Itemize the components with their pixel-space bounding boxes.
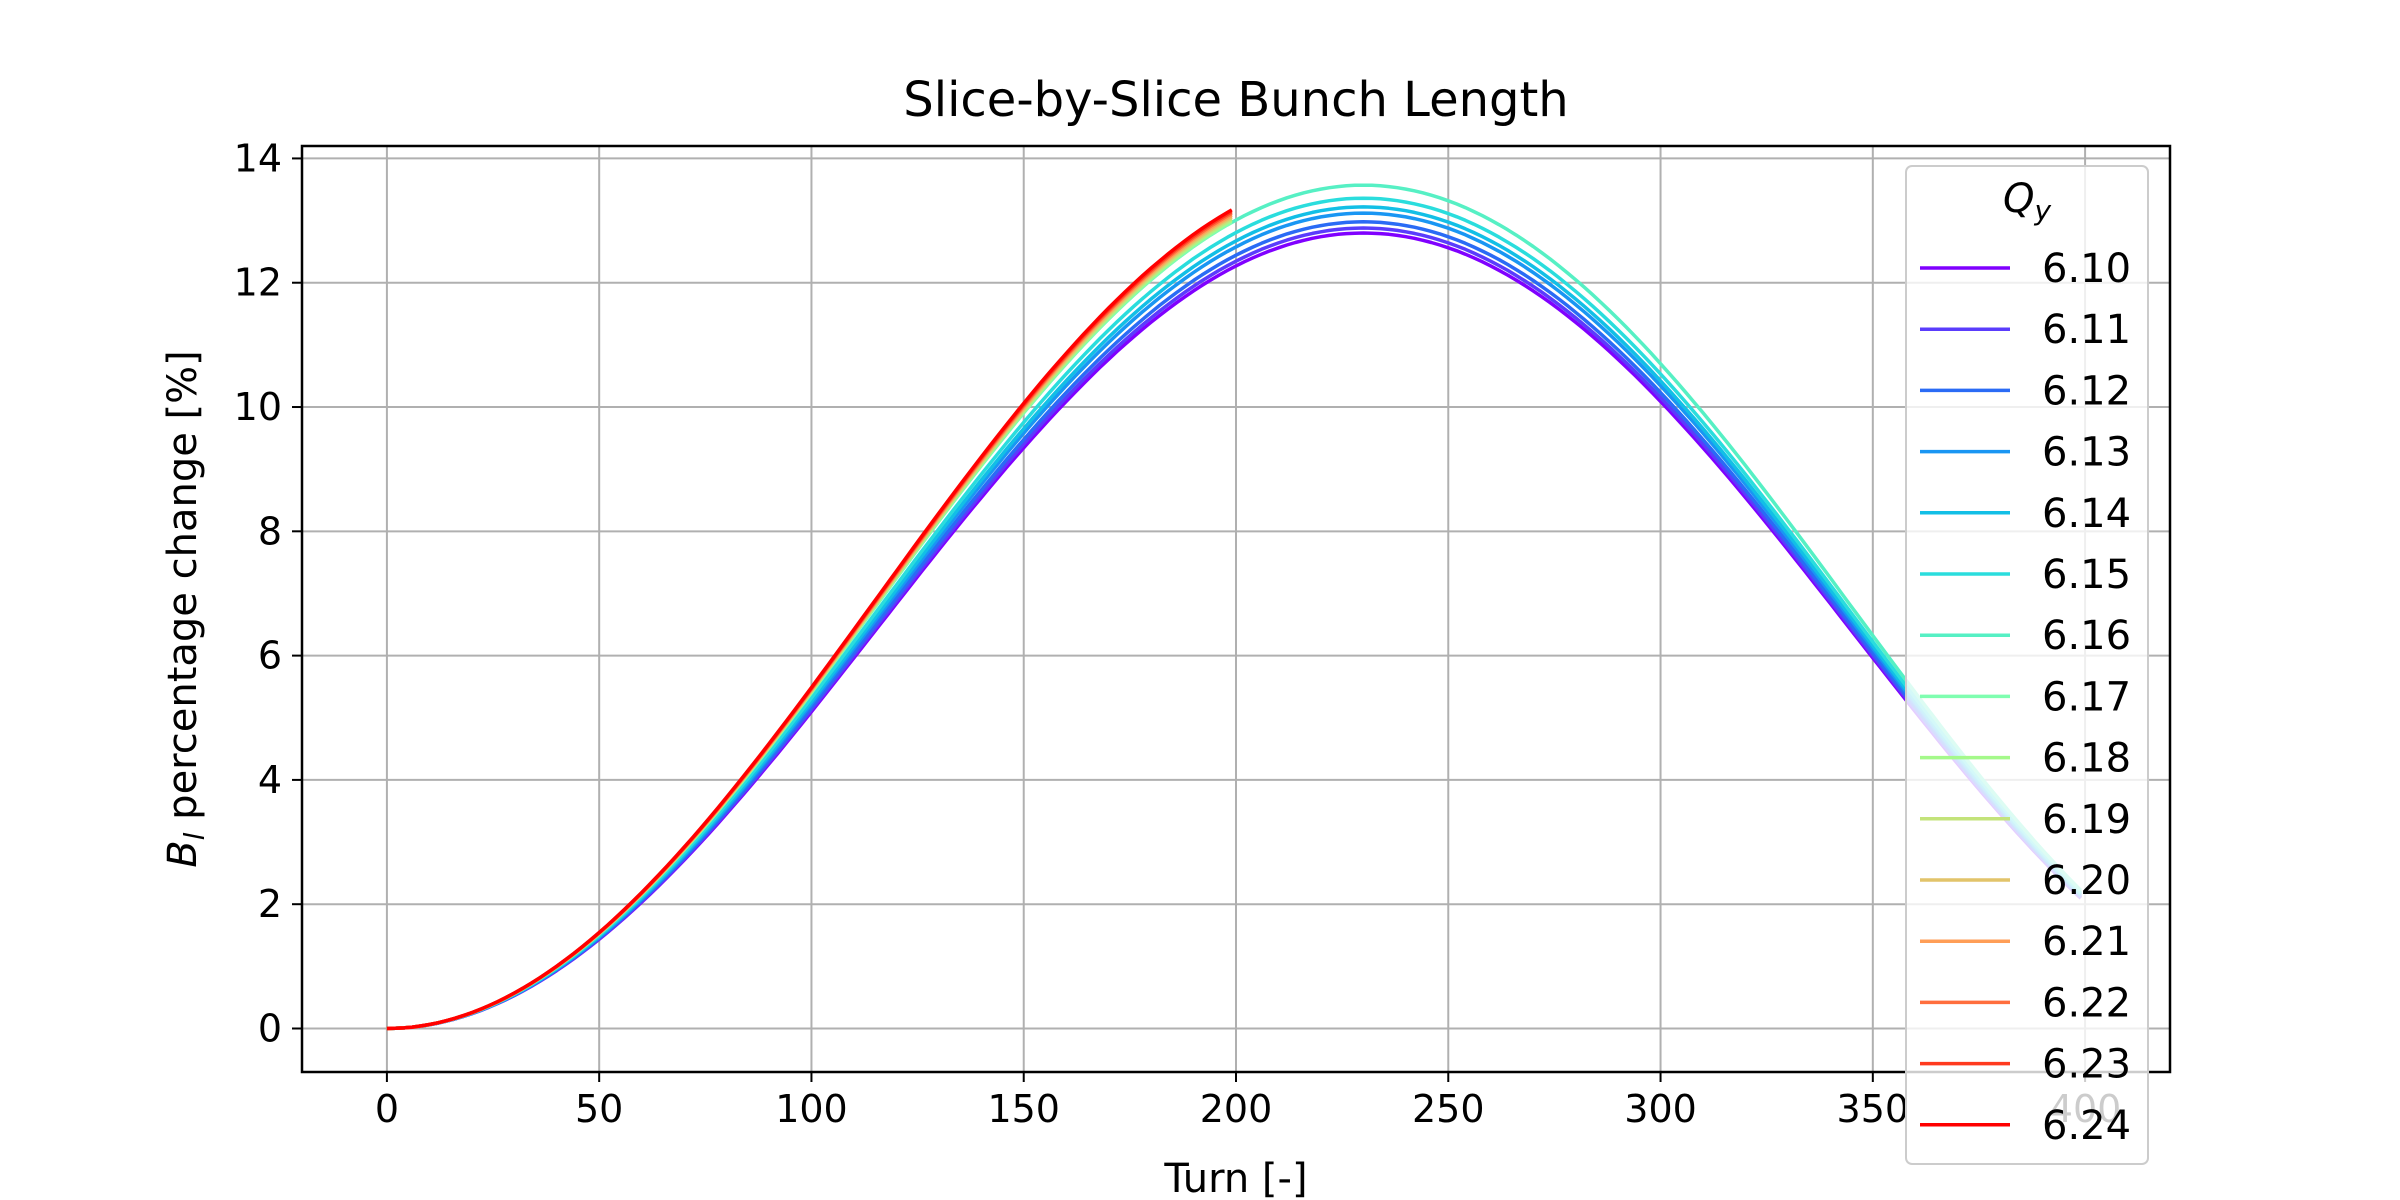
y-axis-label: Bl percentage change [%]	[160, 350, 211, 868]
series-line-6-12	[386, 220, 2083, 1031]
series-line-6-11	[386, 226, 2083, 1031]
legend: Qy 6.106.116.126.136.146.156.166.176.186…	[1905, 165, 2149, 1165]
y-axis-label-rest: percentage change [%]	[160, 350, 206, 832]
legend-label: 6.19	[2042, 797, 2131, 843]
series-line-6-14	[386, 205, 2083, 1031]
x-tick-label: 350	[1837, 1087, 1910, 1131]
x-tick-label: 200	[1200, 1087, 1273, 1131]
series-line-6-13	[386, 211, 2083, 1031]
legend-label: 6.12	[2042, 368, 2131, 414]
y-tick-label: 10	[234, 385, 282, 429]
y-axis-label-main: B	[160, 840, 206, 867]
y-tick-label: 12	[234, 261, 282, 305]
legend-label: 6.24	[2042, 1103, 2131, 1149]
y-tick-label: 8	[258, 509, 282, 553]
x-tick-label: 100	[775, 1087, 848, 1131]
x-tick-label: 0	[375, 1087, 399, 1131]
legend-title: Qy	[2003, 176, 2051, 227]
legend-label: 6.11	[2042, 307, 2131, 353]
x-tick-label: 250	[1412, 1087, 1485, 1131]
legend-label: 6.14	[2042, 491, 2131, 537]
series-line-6-24	[386, 208, 1233, 1031]
x-tick-label: 150	[987, 1087, 1060, 1131]
x-axis-label: Turn [-]	[1163, 1156, 1307, 1200]
legend-title-sub: y	[2033, 194, 2051, 227]
legend-box	[1905, 165, 2149, 1165]
x-tick-label: 50	[575, 1087, 623, 1131]
y-tick-label: 14	[234, 136, 282, 180]
series-line-6-21	[386, 213, 1233, 1031]
legend-label: 6.10	[2042, 246, 2131, 292]
grid	[302, 146, 2170, 1072]
legend-entries: 6.10 6.11 6.12 6.13 6.14 6.15 6.16 6.17 6.18 6.19…	[1920, 246, 2131, 1149]
legend-title-main: Q	[2003, 176, 2034, 222]
legend-label: 6.21	[2042, 919, 2131, 965]
legend-label: 6.16	[2042, 613, 2131, 659]
legend-label: 6.22	[2042, 980, 2131, 1026]
x-tick-label: 300	[1624, 1087, 1697, 1131]
series-line-6-10	[386, 231, 2083, 1031]
y-tick-label: 6	[258, 634, 282, 678]
legend-label: 6.15	[2042, 552, 2131, 598]
series-lines	[386, 183, 2083, 1031]
legend-label: 6.18	[2042, 736, 2131, 782]
y-axis-label-sub: l	[178, 832, 211, 840]
series-line-6-17	[386, 220, 1233, 1031]
y-tick-label: 2	[258, 882, 282, 926]
legend-label: 6.13	[2042, 430, 2131, 476]
chart-title: Slice-by-Slice Bunch Length	[903, 72, 1568, 128]
y-tick-label: 0	[258, 1006, 282, 1050]
legend-label: 6.17	[2042, 674, 2131, 720]
legend-label: 6.23	[2042, 1042, 2131, 1088]
legend-label: 6.20	[2042, 858, 2131, 904]
y-tick-label: 4	[258, 758, 282, 802]
